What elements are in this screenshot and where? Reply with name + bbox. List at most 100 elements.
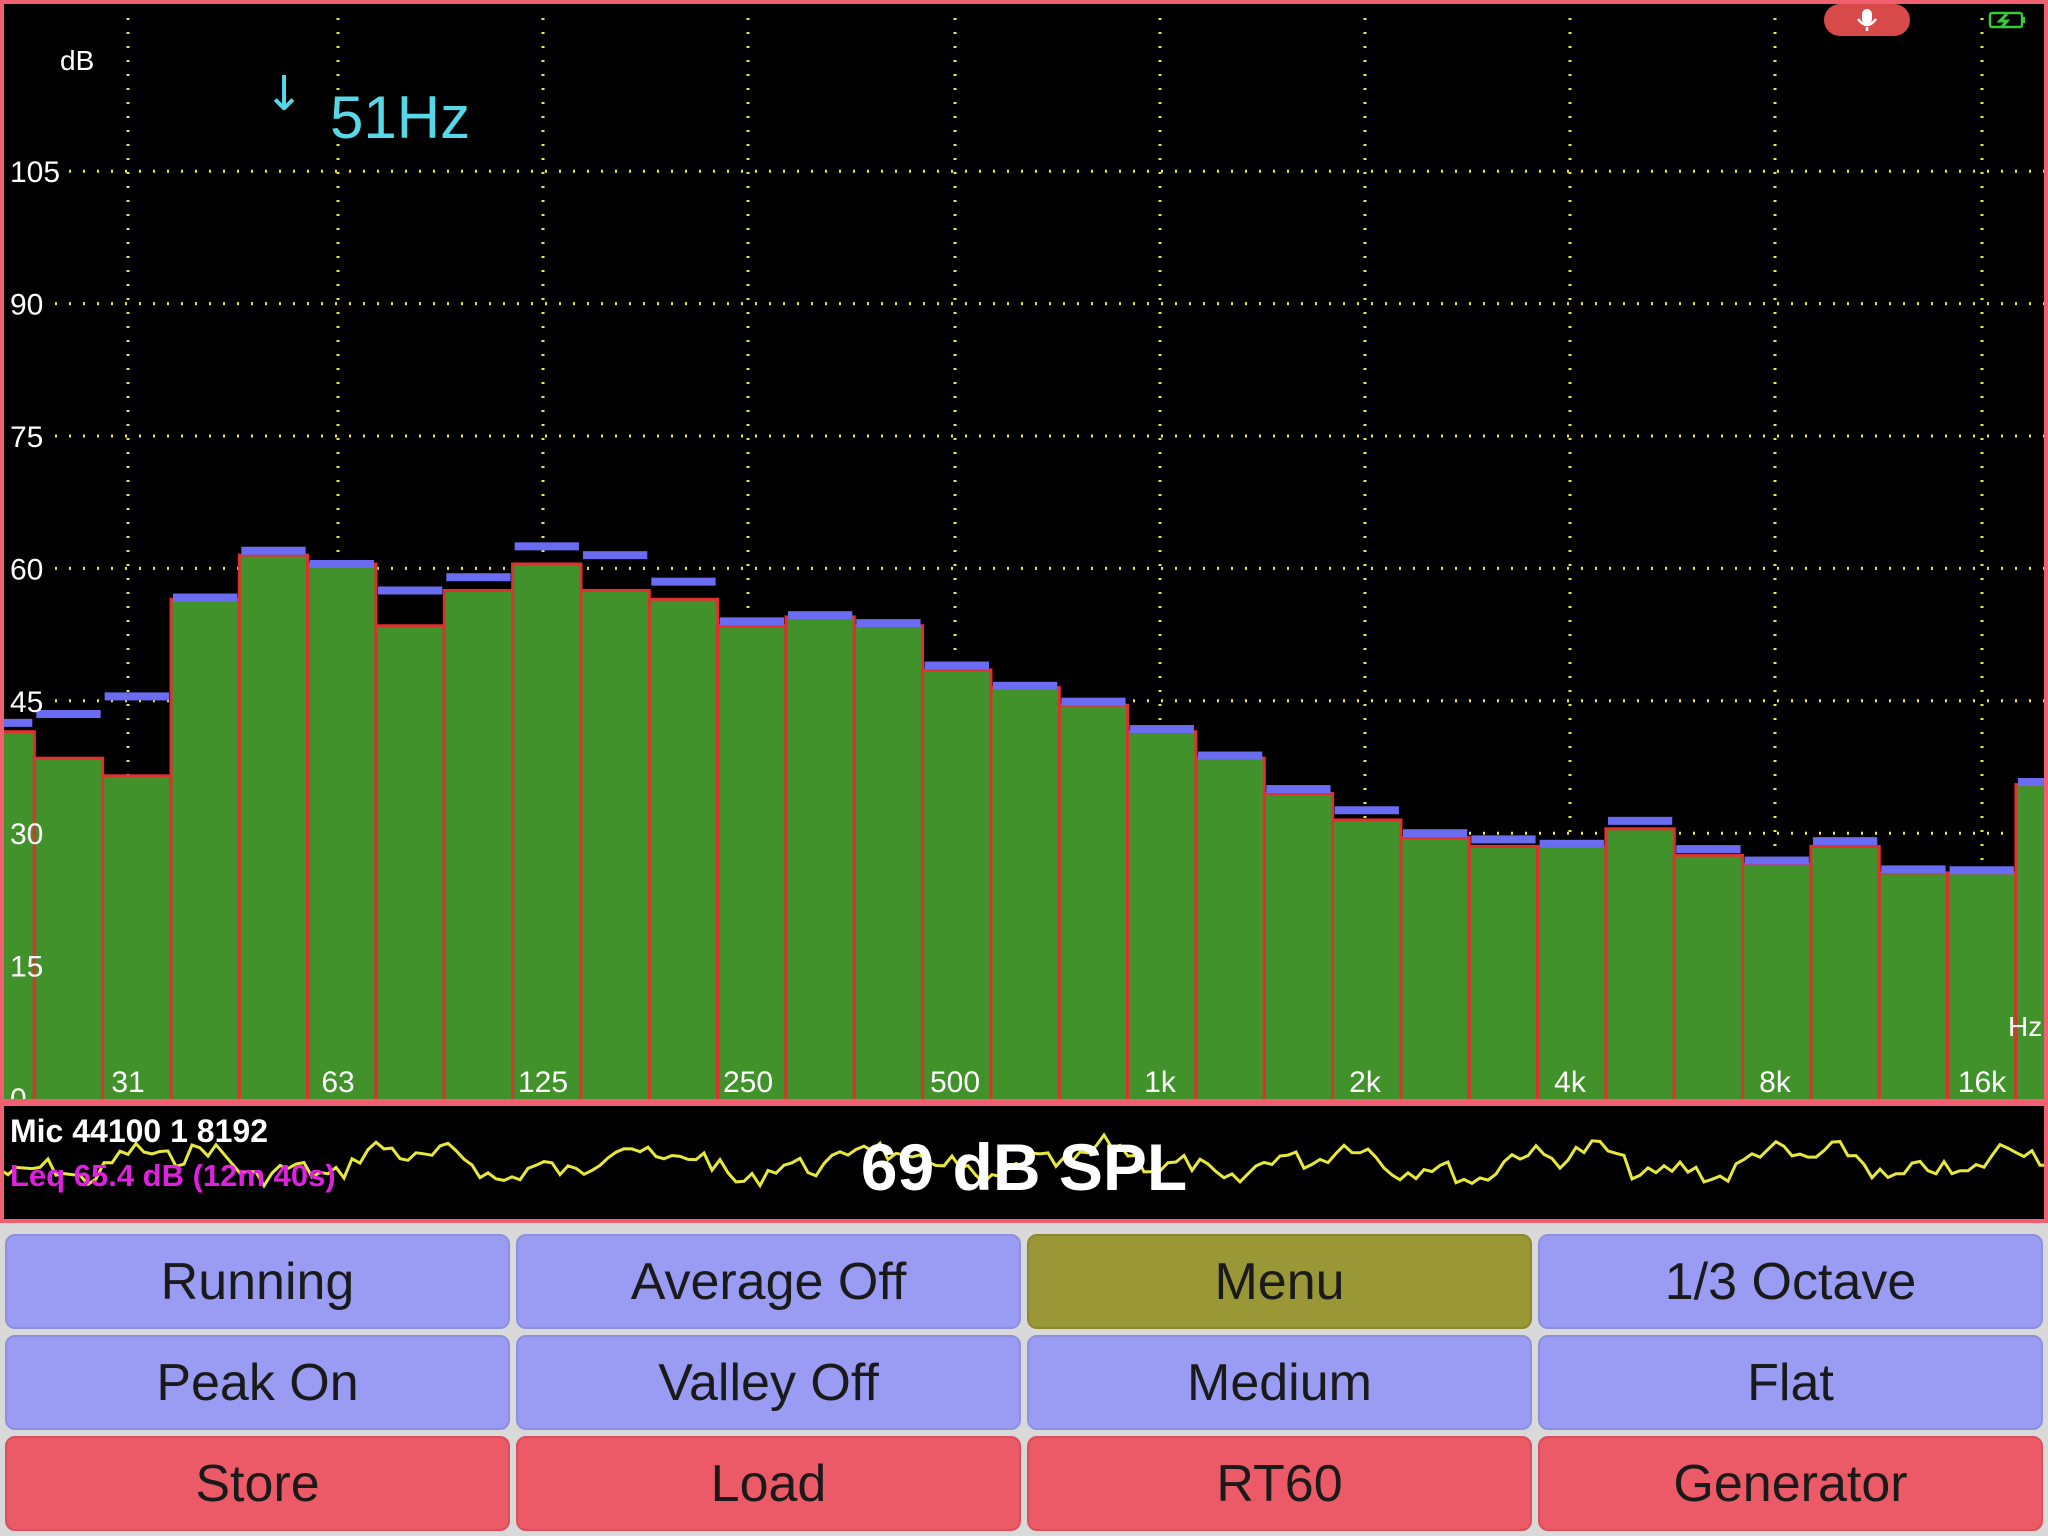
- peak-marker: [1471, 835, 1536, 844]
- peak-marker: [582, 551, 648, 560]
- spectrum-panel[interactable]: 105 90 75 60 45 30 15 0 31 63 125 250 500 1k 2k 4k 8k 16k…: [0, 0, 2048, 1116]
- y-tick-label: 30: [10, 818, 43, 851]
- spectrum-bar: [306, 562, 378, 1105]
- leq-readout: Leq 65.4 dB (12m 40s): [10, 1158, 336, 1193]
- peak-marker: [787, 611, 853, 620]
- peak-marker: [1197, 751, 1263, 760]
- peak-marker: [1812, 837, 1878, 846]
- spectrum-bar: [1331, 818, 1403, 1105]
- peak-marker: [1676, 845, 1741, 854]
- peak-marker: [36, 710, 101, 719]
- spectrum-bar: [784, 615, 856, 1105]
- peak-marker: [719, 617, 784, 626]
- spectrum-bar: [169, 597, 241, 1105]
- microphone-icon[interactable]: [1824, 4, 1910, 36]
- x-tick-label: 31: [111, 1066, 144, 1099]
- spectrum-bar: [511, 562, 583, 1105]
- generator-button[interactable]: Generator: [1538, 1436, 2043, 1531]
- weighting-button[interactable]: Flat: [1538, 1335, 2043, 1430]
- x-tick-label: 8k: [1759, 1066, 1792, 1099]
- y-tick-label: 60: [10, 553, 43, 586]
- spectrum-bar: [647, 597, 720, 1105]
- peak-marker: [446, 573, 511, 582]
- spectrum-bar: [32, 756, 105, 1105]
- valley-button[interactable]: Valley Off: [516, 1335, 1021, 1430]
- control-buttons: Running Average Off Menu 1/3 Octave Peak…: [0, 1228, 2048, 1536]
- peak-marker: [1266, 785, 1331, 794]
- peak-marker: [924, 661, 989, 670]
- peak-button[interactable]: Peak On: [5, 1335, 510, 1430]
- spectrum-bar: [1126, 730, 1198, 1105]
- chart-frame: [0, 0, 2048, 1103]
- peak-marker: [1949, 866, 2014, 875]
- spectrum-bar: [0, 730, 36, 1105]
- y-tick-label: 45: [10, 686, 43, 719]
- spectrum-bar: [237, 553, 310, 1105]
- peak-marker: [1334, 806, 1399, 815]
- spectrum-bar: [921, 668, 993, 1105]
- y-tick-label: 15: [10, 951, 43, 984]
- spectrum-bar: [1399, 836, 1471, 1105]
- peak-marker: [651, 577, 716, 586]
- peak-marker: [992, 681, 1058, 690]
- y-tick-label: 105: [10, 156, 60, 189]
- load-button[interactable]: Load: [516, 1436, 1021, 1531]
- waveform-plot: [0, 1103, 2048, 1223]
- peak-marker: [172, 593, 238, 602]
- spectrum-bar: [1741, 862, 1813, 1105]
- peak-marker: [2, 718, 33, 727]
- waveform-line: [0, 1132, 2048, 1189]
- x-axis-unit-label: Hz: [2008, 1011, 2042, 1042]
- spectrum-bar: [2014, 783, 2048, 1105]
- spectrum-bar: [1194, 756, 1266, 1105]
- input-source-info: Mic 44100 1 8192: [10, 1113, 268, 1149]
- spectrum-bar: [579, 588, 651, 1105]
- y-tick-label: 75: [10, 421, 43, 454]
- spectrum-bar: [989, 686, 1061, 1105]
- spl-readout: 69 dB SPL: [860, 1130, 1188, 1204]
- peak-marker: [1539, 839, 1604, 848]
- peak-marker: [241, 546, 306, 555]
- x-tick-label: 250: [723, 1066, 773, 1099]
- spectrum-bar: [374, 624, 446, 1105]
- cursor-arrow-icon: ↓: [264, 66, 304, 122]
- x-tick-label: 63: [321, 1066, 354, 1099]
- x-tick-label: 500: [930, 1066, 980, 1099]
- spectrum-bar: [1604, 827, 1676, 1105]
- battery-charging-icon: [1988, 11, 2025, 29]
- spectrum-bar: [852, 624, 925, 1105]
- x-tick-label: 125: [518, 1066, 568, 1099]
- peak-marker: [1744, 856, 1809, 865]
- menu-button[interactable]: Menu: [1027, 1234, 1532, 1329]
- x-tick-label: 16k: [1958, 1066, 2007, 1099]
- spectrum-bar: [442, 588, 515, 1105]
- peak-marker: [1129, 725, 1194, 734]
- peak-marker: [1402, 829, 1468, 838]
- peak-marker: [856, 619, 921, 628]
- x-tick-label: 4k: [1554, 1066, 1587, 1099]
- store-button[interactable]: Store: [5, 1436, 510, 1531]
- x-tick-label: 1k: [1144, 1066, 1177, 1099]
- peak-marker: [309, 559, 374, 568]
- spectrum-bar: [1057, 703, 1130, 1105]
- peak-marker: [1881, 865, 1946, 874]
- y-axis-label: dB: [60, 45, 94, 76]
- peak-marker: [514, 542, 579, 551]
- spectrum-bar: [1262, 791, 1335, 1105]
- peak-marker: [2017, 778, 2046, 787]
- y-tick-label: 90: [10, 289, 43, 322]
- spectrum-bar: [1809, 844, 1881, 1105]
- response-speed-button[interactable]: Medium: [1027, 1335, 1532, 1430]
- peak-marker: [1061, 697, 1126, 706]
- average-button[interactable]: Average Off: [516, 1234, 1021, 1329]
- running-button[interactable]: Running: [5, 1234, 510, 1329]
- spectrum-bar: [1672, 853, 1745, 1105]
- peak-marker: [1607, 816, 1673, 825]
- octave-button[interactable]: 1/3 Octave: [1538, 1234, 2043, 1329]
- x-tick-label: 2k: [1349, 1066, 1382, 1099]
- rt60-button[interactable]: RT60: [1027, 1436, 1532, 1531]
- spectrum-bar: [1877, 871, 1950, 1105]
- peak-marker: [377, 586, 443, 595]
- spectrum-bar: [716, 624, 788, 1105]
